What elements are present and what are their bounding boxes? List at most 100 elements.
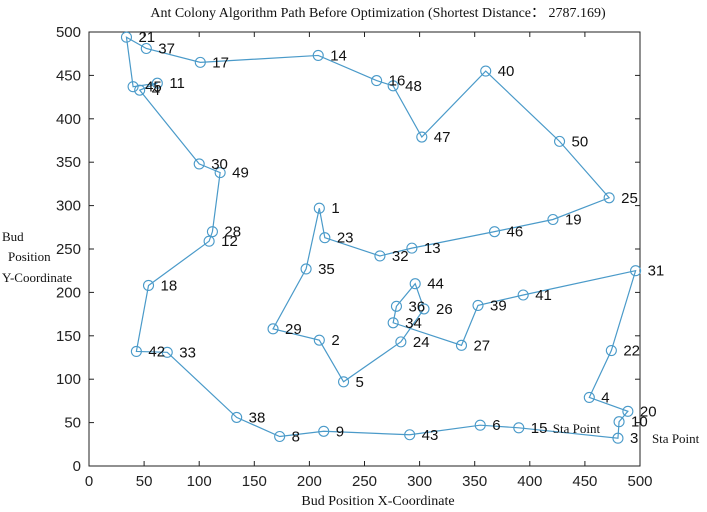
start-point-annotation: Sta Point — [553, 421, 601, 436]
axis-x: 0 50 100 150 200 250 300 350 400 450 500 — [85, 32, 653, 490]
route-point-marker — [140, 42, 152, 55]
route-point-marker — [455, 339, 468, 351]
point-label: 1 — [331, 200, 339, 217]
point-label: 8 — [292, 428, 300, 445]
point-label: 5 — [356, 374, 364, 391]
point-label: 21 — [138, 29, 155, 46]
route-point-marker — [488, 226, 501, 238]
route-line — [125, 36, 637, 439]
plot-area — [88, 31, 641, 467]
route-point-marker — [472, 299, 484, 311]
y-tick-label: 200 — [56, 284, 81, 301]
x-tick-label: 250 — [352, 473, 377, 490]
point-label: 43 — [422, 427, 439, 444]
point-label: 12 — [221, 233, 238, 250]
route-point-marker — [605, 345, 617, 357]
point-label: 42 — [148, 343, 165, 360]
route-point-marker — [612, 432, 624, 444]
route-point-marker — [416, 131, 428, 143]
point-label: 4 — [152, 82, 160, 99]
route-point-marker — [583, 391, 595, 403]
route-point-marker — [474, 419, 486, 431]
route-point-marker — [374, 250, 386, 262]
route-point-marker — [318, 425, 330, 437]
point-label: 18 — [161, 277, 178, 294]
route-point-marker — [371, 75, 383, 87]
point-label: 25 — [621, 190, 638, 207]
point-label: 11 — [169, 75, 185, 92]
point-label: 40 — [498, 63, 515, 80]
point-label: 10 — [631, 414, 648, 431]
route-point-marker — [603, 192, 615, 204]
y-tick-label: 350 — [56, 154, 81, 171]
route-point-marker — [267, 323, 279, 335]
point-label: 31 — [648, 263, 665, 280]
point-label: 16 — [389, 73, 406, 90]
x-tick-label: 100 — [187, 473, 212, 490]
x-axis-label: Bud Position X-Coordinate — [301, 494, 454, 509]
y-tick-label: 450 — [56, 67, 81, 84]
y-tick-label: 300 — [56, 198, 81, 215]
route-point-marker — [130, 345, 142, 357]
x-tick-label: 300 — [407, 473, 432, 490]
x-tick-label: 50 — [136, 473, 153, 490]
route-point-marker — [313, 202, 325, 214]
y-tick-label: 50 — [64, 415, 81, 432]
point-label: 4 — [601, 389, 609, 406]
y-tick-label: 250 — [56, 241, 81, 258]
point-label: 27 — [473, 337, 490, 354]
route-point-marker — [338, 376, 350, 388]
route-point-marker — [274, 430, 286, 443]
y-axis-label: Bud Position Y-Coordinate — [2, 229, 72, 285]
x-tick-label: 450 — [572, 473, 597, 490]
route-point-marker — [231, 411, 243, 423]
route-point-marker — [554, 135, 566, 147]
route-point-marker — [404, 429, 416, 441]
route-point-marker — [418, 303, 430, 315]
point-label: 33 — [179, 344, 196, 361]
route-point-marker — [214, 167, 226, 179]
y-tick-label: 400 — [56, 111, 81, 128]
x-tick-label: 400 — [517, 473, 542, 490]
route-point-marker — [300, 263, 312, 275]
point-label: 23 — [337, 230, 354, 247]
x-tick-label: 500 — [627, 473, 652, 490]
point-label: 49 — [232, 165, 249, 182]
point-label: 37 — [158, 40, 175, 57]
route-point-marker — [312, 49, 324, 61]
point-label: 9 — [336, 423, 344, 440]
point-label: 15 — [531, 420, 548, 437]
point-label: 17 — [212, 54, 229, 71]
route-point-marker — [194, 56, 206, 68]
route-point-marker — [142, 279, 155, 292]
route-point-marker — [161, 346, 173, 358]
route-point-marker — [203, 235, 215, 247]
point-label: 50 — [572, 133, 589, 150]
point-label: 6 — [492, 417, 500, 434]
point-label: 48 — [405, 78, 422, 95]
route-point-marker — [134, 84, 146, 96]
x-tick-label: 150 — [242, 473, 267, 490]
y-tick-label: 0 — [73, 458, 81, 475]
route-point-marker — [480, 65, 492, 77]
point-label: 45 — [145, 79, 162, 96]
route-points — [120, 31, 642, 444]
x-tick-label: 0 — [85, 473, 93, 490]
route-point-marker — [387, 80, 399, 92]
point-label: 44 — [427, 276, 444, 293]
route-point-marker — [151, 77, 163, 89]
point-label: 35 — [318, 261, 335, 278]
point-label: 47 — [434, 129, 451, 146]
start-point-annotation: Sta Point — [652, 431, 700, 446]
y-tick-label: 500 — [56, 24, 81, 41]
route-point-marker — [390, 300, 403, 312]
route-point-marker — [127, 81, 139, 93]
point-label: 14 — [330, 47, 347, 64]
route-point-marker — [406, 242, 418, 254]
route-point-marker — [622, 405, 634, 417]
y-axis-label-line: Y-Coordinate — [2, 270, 72, 285]
route-point-marker — [547, 213, 559, 226]
route-point-marker — [613, 416, 625, 428]
point-label: 41 — [535, 287, 552, 304]
